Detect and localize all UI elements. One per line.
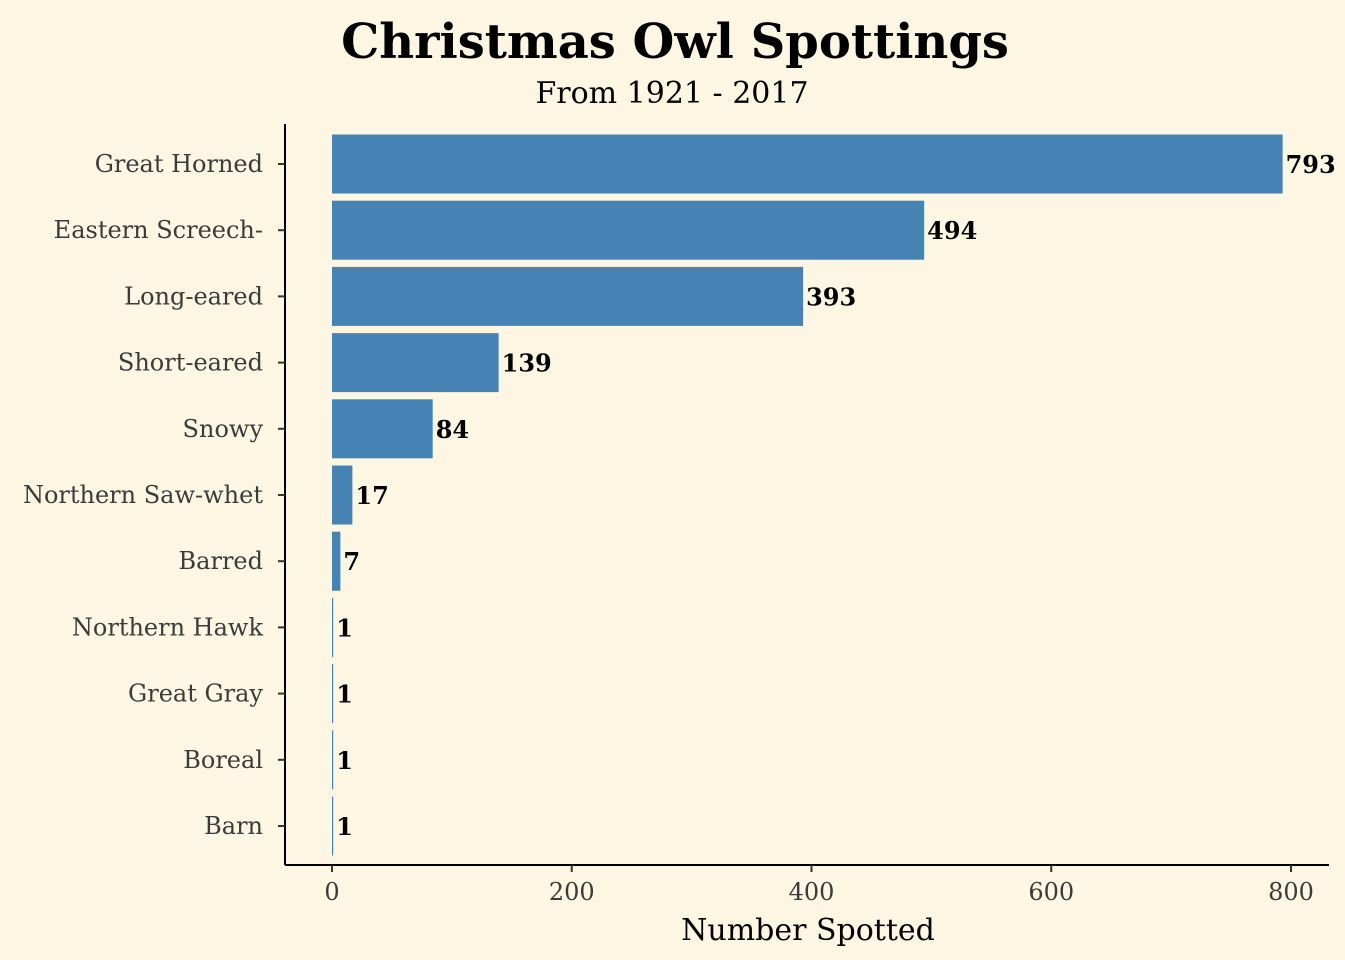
bar [332,531,341,591]
x-tick-label: 0 [324,878,339,906]
data-label: 1 [336,812,353,841]
category-label: Short-eared [118,349,263,377]
bar [332,399,433,459]
data-label: 1 [336,613,353,642]
data-label: 7 [343,547,360,576]
x-axis-title: Number Spotted [681,913,935,948]
plot-area: Great Horned 793 Eastern Screech- 494 Long-e… [23,124,1336,906]
category-label: Eastern Screech- [54,216,263,244]
x-tick-label: 200 [549,878,595,906]
x-tick-label: 400 [789,878,835,906]
category-label: Barred [179,547,263,575]
category-label: Boreal [183,746,263,774]
data-label: 1 [336,680,353,709]
data-label: 139 [502,349,552,378]
category-label: Barn [204,812,263,840]
bar [332,333,499,393]
bar [332,796,334,856]
data-label: 793 [1286,150,1336,179]
category-label: Long-eared [124,282,263,310]
category-label: Northern Saw-whet [23,481,263,509]
data-label: 17 [355,481,388,510]
category-label: Great Horned [95,150,263,178]
bar [332,266,804,326]
bar [332,597,334,657]
bar [332,730,334,790]
bar [332,664,334,724]
chart-subtitle: From 1921 - 2017 [535,76,808,111]
bar [332,465,353,525]
data-label: 393 [806,282,856,311]
x-tick-label: 600 [1028,878,1074,906]
data-label: 494 [927,216,977,245]
data-label: 1 [336,746,353,775]
x-tick-label: 800 [1268,878,1314,906]
category-label: Great Gray [128,680,263,708]
bar [332,200,925,260]
bar [332,134,1283,194]
chart-title: Christmas Owl Spottings [341,14,1009,70]
category-label: Northern Hawk [72,613,264,641]
data-label: 84 [436,415,469,444]
category-label: Snowy [183,415,264,443]
